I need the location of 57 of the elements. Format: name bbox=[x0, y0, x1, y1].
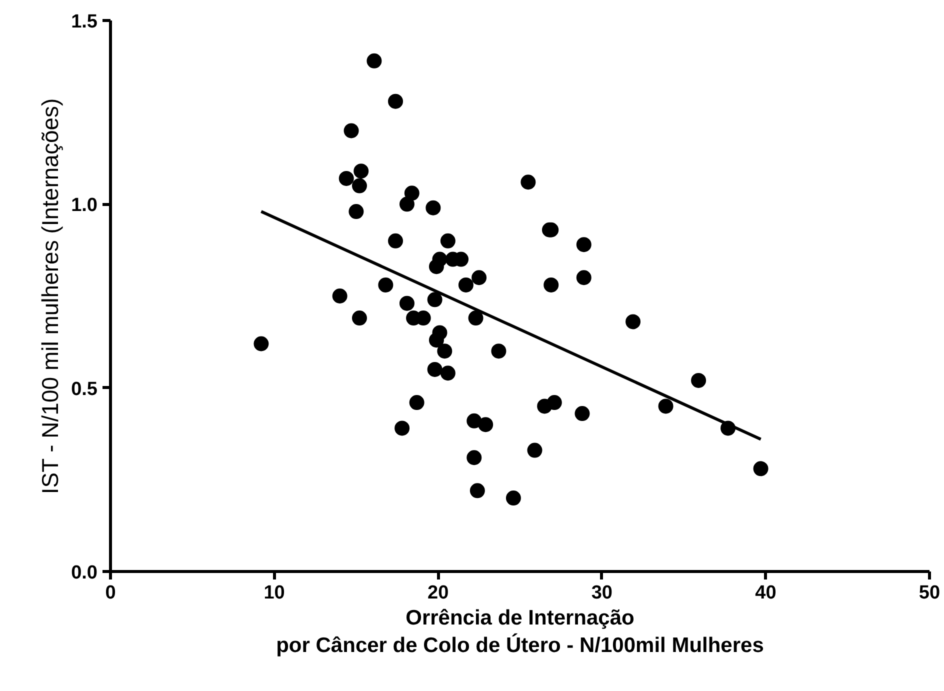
point bbox=[432, 325, 448, 340]
point bbox=[432, 252, 448, 267]
point bbox=[478, 417, 494, 432]
point bbox=[466, 450, 482, 466]
x-tick-label: 30 bbox=[591, 582, 612, 604]
point bbox=[491, 344, 506, 359]
x-tick-label: 40 bbox=[755, 582, 776, 604]
x-axis-title: Orrência de Internação por Câncer de Colo de Útero - N/100mil Mulheres bbox=[276, 606, 764, 658]
point bbox=[458, 277, 474, 292]
y-tick-label: 0.0 bbox=[71, 562, 98, 584]
point bbox=[348, 204, 364, 219]
point bbox=[427, 362, 442, 377]
point bbox=[354, 164, 369, 179]
point bbox=[468, 310, 484, 326]
point bbox=[466, 413, 482, 428]
point bbox=[576, 270, 592, 286]
point bbox=[691, 373, 706, 388]
point bbox=[626, 314, 641, 330]
point bbox=[338, 170, 354, 186]
point bbox=[470, 483, 485, 498]
x-tick-label: 50 bbox=[918, 582, 940, 604]
point bbox=[658, 398, 674, 414]
point bbox=[332, 288, 348, 304]
point bbox=[344, 123, 359, 138]
point bbox=[437, 344, 452, 359]
point bbox=[388, 94, 404, 109]
point bbox=[399, 196, 414, 212]
point bbox=[440, 233, 456, 248]
point bbox=[366, 53, 382, 68]
point bbox=[546, 395, 562, 410]
y-tick-label: 1.0 bbox=[71, 195, 98, 216]
point bbox=[520, 174, 536, 190]
point bbox=[409, 395, 424, 410]
point bbox=[394, 420, 410, 436]
point bbox=[544, 277, 559, 292]
point bbox=[399, 296, 414, 311]
y-tick-label: 1.5 bbox=[71, 12, 98, 32]
point bbox=[576, 237, 592, 252]
point bbox=[427, 292, 442, 308]
point bbox=[254, 336, 269, 352]
y-tick-label: 0.5 bbox=[71, 378, 98, 400]
point bbox=[574, 406, 590, 422]
point bbox=[527, 442, 542, 458]
point bbox=[506, 490, 521, 506]
x-tick-label: 0 bbox=[105, 582, 116, 604]
x-tick-label: 10 bbox=[264, 582, 285, 604]
point bbox=[388, 233, 404, 248]
y-axis-title: IST - N/100 mil mulheres (Internações) bbox=[37, 98, 64, 494]
point bbox=[472, 270, 487, 286]
point bbox=[404, 186, 420, 201]
x-tick-label: 20 bbox=[428, 582, 449, 604]
point bbox=[753, 461, 768, 476]
point bbox=[352, 310, 367, 326]
point bbox=[426, 200, 441, 216]
point bbox=[440, 366, 456, 381]
point bbox=[378, 277, 394, 292]
point bbox=[352, 178, 367, 194]
